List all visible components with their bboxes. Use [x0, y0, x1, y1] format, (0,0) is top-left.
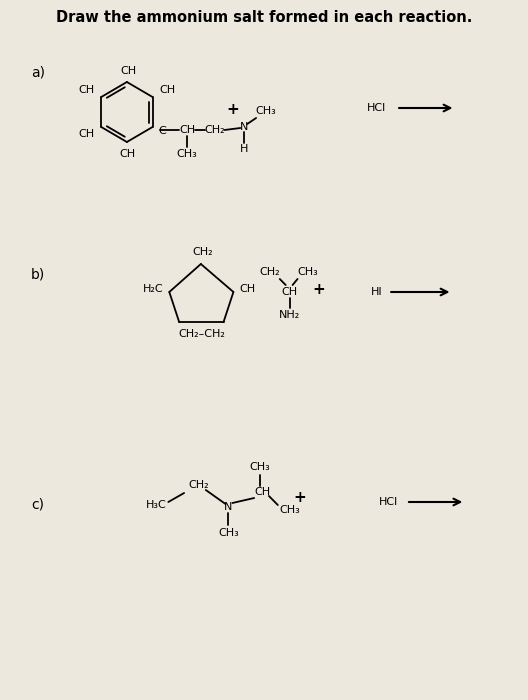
Text: N: N	[240, 122, 249, 132]
Text: H₂C: H₂C	[143, 284, 164, 294]
Text: CH₃: CH₃	[177, 149, 197, 159]
Text: CH₃: CH₃	[218, 528, 239, 538]
Text: CH: CH	[78, 85, 95, 95]
Text: +: +	[313, 281, 326, 297]
Text: CH₂: CH₂	[260, 267, 280, 277]
Text: c): c)	[31, 498, 44, 512]
Text: CH: CH	[78, 129, 95, 139]
Text: CH₃: CH₃	[279, 505, 300, 515]
Text: CH: CH	[159, 85, 175, 95]
Text: CH₃: CH₃	[297, 267, 318, 277]
Text: CH₃: CH₃	[250, 462, 270, 472]
Text: +: +	[293, 489, 306, 505]
Text: b): b)	[31, 268, 45, 282]
Text: CH₂–CH₂: CH₂–CH₂	[178, 329, 225, 339]
Text: CH: CH	[120, 149, 136, 159]
Text: CH₂: CH₂	[204, 125, 225, 135]
Text: N: N	[224, 502, 233, 512]
Text: HCl: HCl	[379, 497, 398, 507]
Text: H₃C: H₃C	[146, 500, 167, 510]
Text: HCl: HCl	[367, 103, 386, 113]
Text: CH: CH	[281, 287, 298, 297]
Text: CH: CH	[179, 125, 195, 135]
Text: a): a)	[31, 65, 45, 79]
Text: CH₂: CH₂	[188, 480, 209, 490]
Text: Draw the ammonium salt formed in each reaction.: Draw the ammonium salt formed in each re…	[56, 10, 472, 25]
Text: CH₂: CH₂	[193, 247, 213, 257]
Text: H: H	[240, 144, 249, 154]
Text: CH: CH	[254, 487, 270, 497]
Text: NH₂: NH₂	[279, 310, 300, 320]
Text: C: C	[158, 126, 166, 136]
Text: HI: HI	[371, 287, 382, 297]
Text: CH: CH	[239, 284, 256, 294]
Text: CH: CH	[121, 66, 137, 76]
Text: CH₃: CH₃	[256, 106, 276, 116]
Text: +: +	[226, 102, 239, 116]
